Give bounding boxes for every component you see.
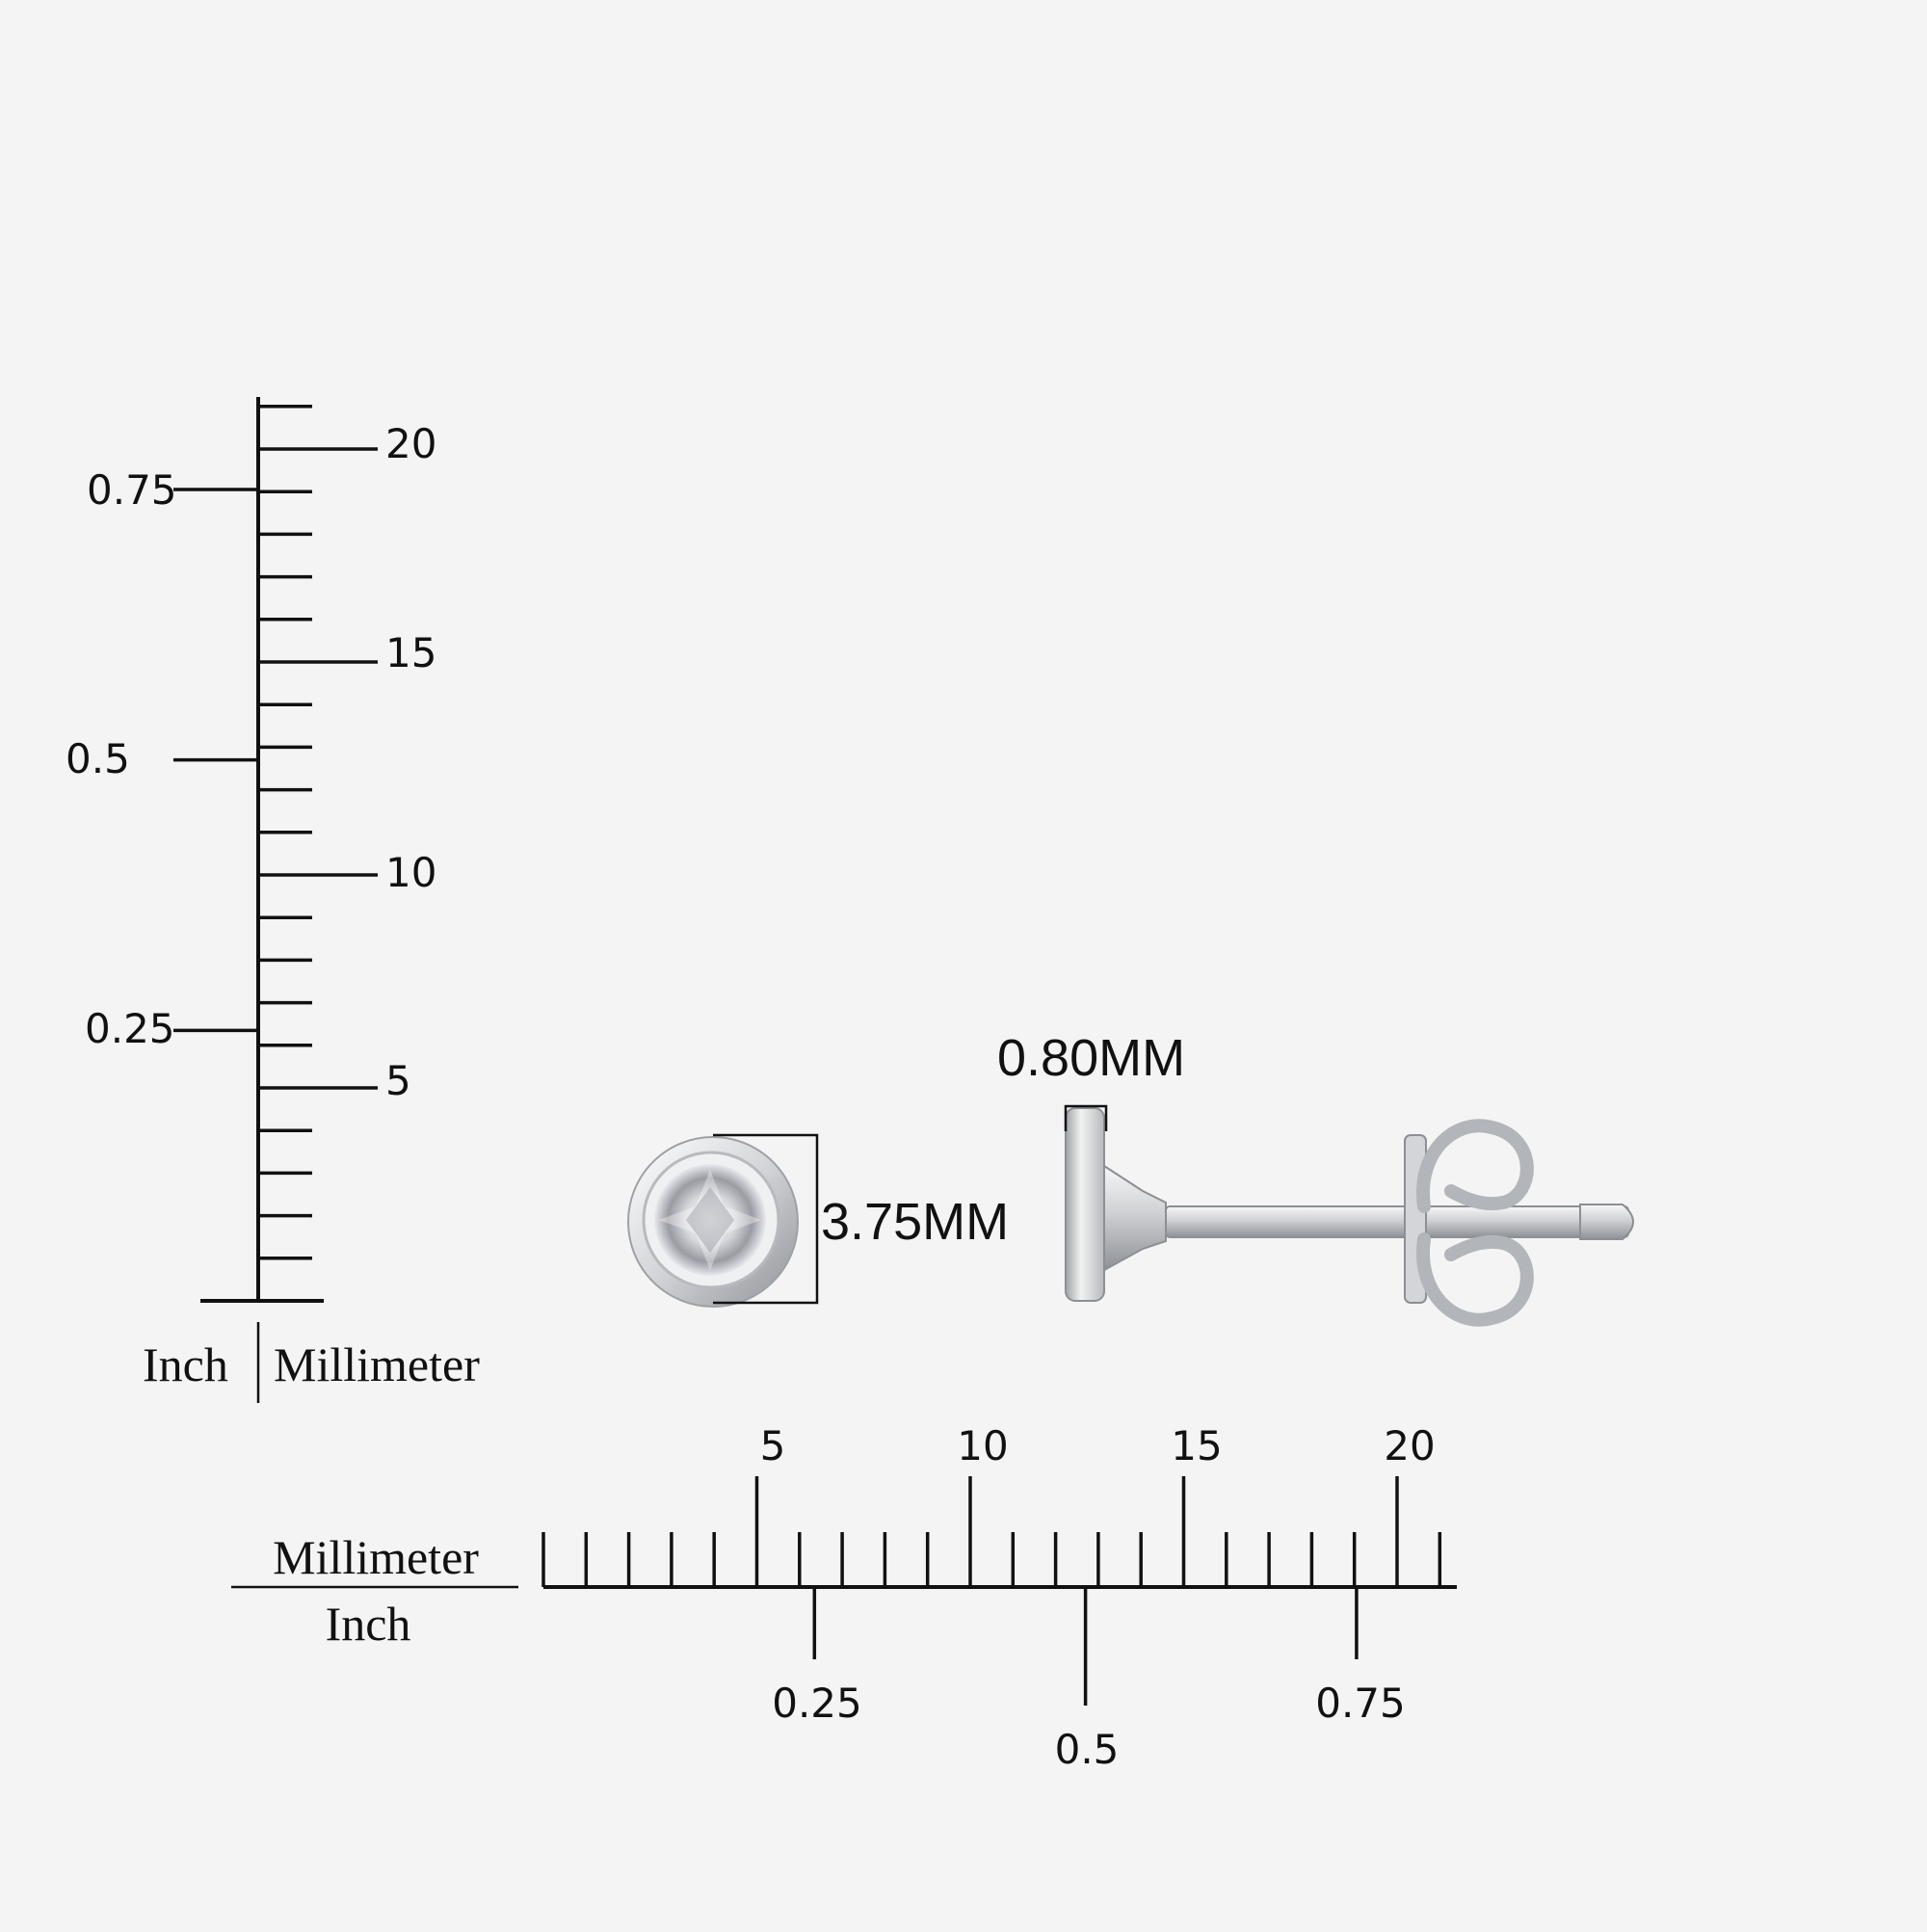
v-inch-label-05: 0.5 <box>66 735 130 782</box>
gem-table <box>686 1187 734 1253</box>
setting-side-profile <box>1065 1107 1105 1302</box>
h-mm-label-5: 5 <box>760 1422 786 1469</box>
v-mm-label-10: 10 <box>385 849 436 896</box>
h-inch-label-05: 0.5 <box>1055 1726 1120 1773</box>
vertical-ruler: 20 15 10 5 0.75 0.5 0.25 Inch Millimeter <box>66 397 480 1403</box>
vertical-inch-ticks <box>173 488 258 1033</box>
earring-post <box>1165 1205 1629 1238</box>
h-inch-label-025: 0.25 <box>772 1680 862 1727</box>
earring-back-lower-loop <box>1415 1232 1534 1327</box>
v-mm-word: Millimeter <box>274 1337 480 1391</box>
v-inch-word: Inch <box>143 1337 228 1391</box>
h-mm-word: Millimeter <box>273 1530 479 1584</box>
horizontal-mm-ticks <box>541 1476 1442 1587</box>
v-mm-label-15: 15 <box>385 629 436 676</box>
thickness-dimension: 0.80MM <box>997 1029 1185 1131</box>
horizontal-inch-ticks <box>812 1587 1359 1706</box>
h-mm-label-20: 20 <box>1384 1422 1435 1469</box>
vertical-mm-ticks <box>258 405 378 1260</box>
v-inch-label-025: 0.25 <box>85 1005 175 1052</box>
thickness-label: 0.80MM <box>997 1029 1185 1087</box>
h-mm-label-10: 10 <box>957 1422 1008 1469</box>
diameter-dimension: 3.75MM <box>713 1133 1009 1305</box>
thickness-bracket <box>1064 1104 1108 1131</box>
earring-back-upper-loop <box>1415 1119 1534 1213</box>
diamond-gem <box>654 1164 766 1276</box>
earring-front-view <box>627 1136 799 1308</box>
gem-facets <box>659 1170 761 1270</box>
diameter-label: 3.75MM <box>821 1193 1009 1251</box>
earring-side-view <box>1065 1107 1634 1327</box>
v-inch-label-075: 0.75 <box>87 466 177 514</box>
post-tip <box>1579 1204 1634 1240</box>
h-inch-label-075: 0.75 <box>1315 1680 1406 1727</box>
h-inch-word: Inch <box>326 1597 411 1651</box>
v-mm-label-20: 20 <box>385 420 436 467</box>
diameter-bracket <box>713 1133 819 1305</box>
v-mm-label-5: 5 <box>385 1057 411 1104</box>
h-mm-label-15: 15 <box>1171 1422 1222 1469</box>
horizontal-ruler: 5 10 15 20 0.25 0.5 0.75 Millimeter Inch <box>231 1422 1457 1773</box>
setting-gallery <box>1103 1164 1167 1272</box>
